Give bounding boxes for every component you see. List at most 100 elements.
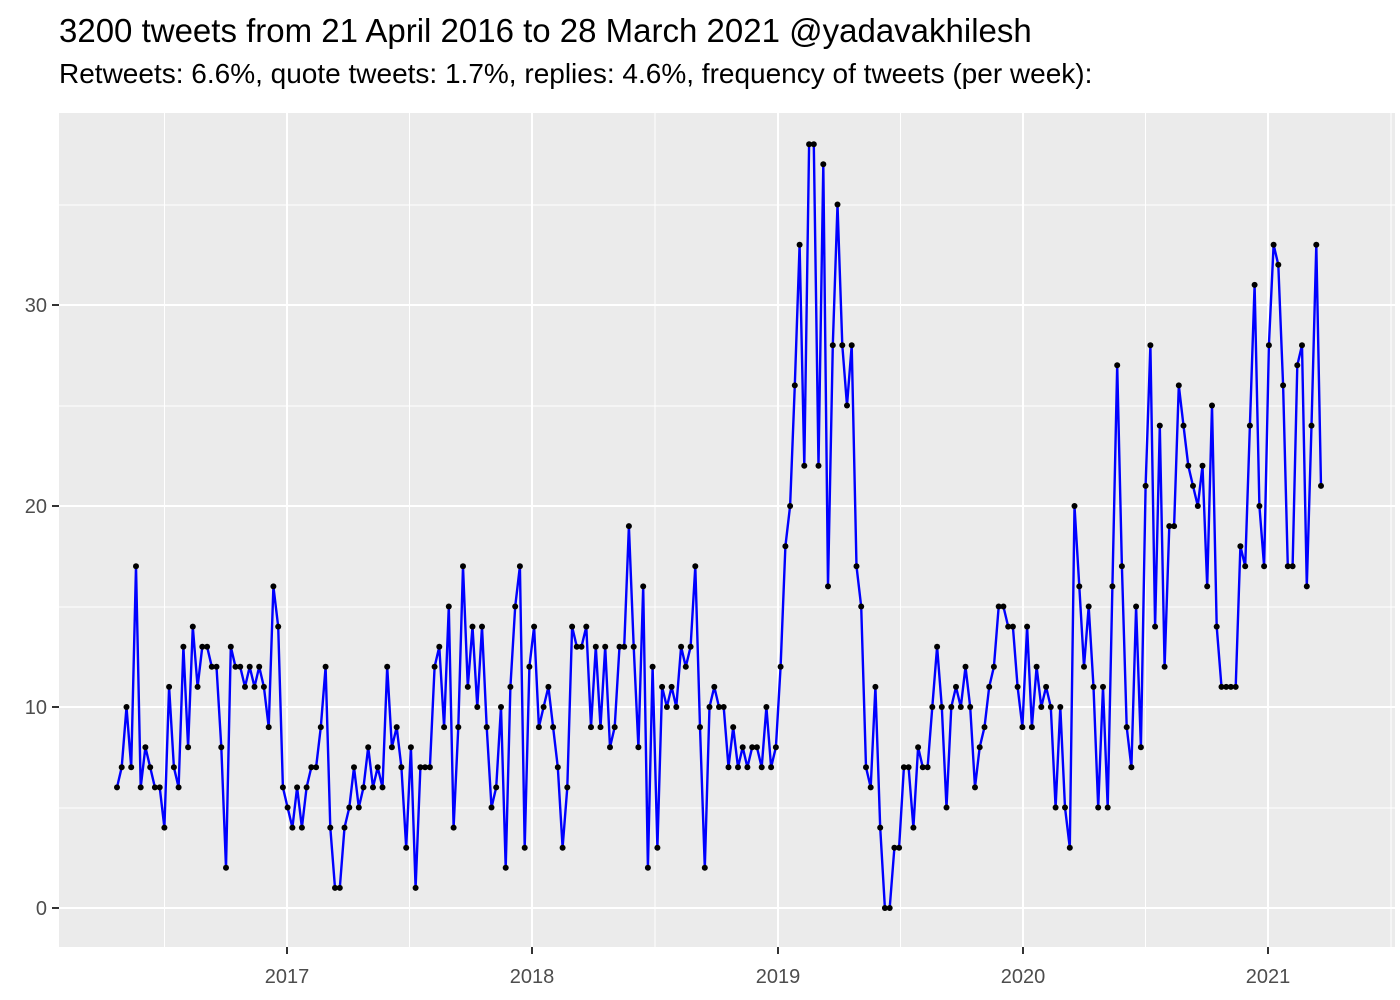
data-point [768, 764, 775, 771]
data-point [583, 623, 590, 630]
data-point [1052, 804, 1059, 811]
data-point [915, 744, 922, 751]
axis-tick-labels: 2017 2018 2019 2020 2021 0 10 20 30 [25, 295, 1291, 988]
data-point [716, 704, 722, 710]
data-point [1147, 342, 1154, 349]
data-point [1242, 563, 1249, 570]
data-point [844, 402, 850, 409]
data-point [972, 784, 978, 791]
data-point [516, 563, 523, 570]
data-point [393, 724, 400, 731]
data-point [1218, 683, 1225, 690]
data-point [730, 724, 737, 731]
data-point [498, 704, 504, 710]
x-axis-tick-label: 2020 [1001, 966, 1046, 988]
data-point [151, 784, 158, 791]
data-point [863, 764, 869, 771]
data-point [820, 161, 827, 168]
data-point [1161, 663, 1168, 670]
data-point [1270, 241, 1277, 248]
data-point [1062, 804, 1068, 811]
data-point [896, 844, 903, 851]
data-point [1009, 623, 1016, 630]
data-point [1081, 663, 1087, 670]
data-point [720, 704, 727, 710]
data-point [460, 563, 466, 570]
data-point [118, 764, 125, 771]
data-point [1090, 683, 1097, 690]
data-point [1137, 744, 1144, 751]
data-point [673, 704, 680, 710]
data-point [128, 764, 135, 771]
data-point [170, 764, 177, 771]
data-point [635, 744, 642, 751]
page-subtitle: Retweets: 6.6%, quote tweets: 1.7%, repl… [59, 58, 1093, 89]
data-point [990, 663, 997, 670]
data-point [1204, 583, 1211, 590]
data-point [308, 764, 315, 771]
data-point [938, 704, 945, 710]
data-point [284, 804, 291, 811]
x-axis-tick-label: 2019 [756, 966, 801, 988]
x-axis-tick-label: 2018 [510, 966, 555, 988]
data-point [981, 724, 988, 731]
data-point [436, 643, 443, 650]
x-axis-tick-label: 2021 [1246, 966, 1291, 988]
data-point [668, 683, 675, 690]
data-point [204, 643, 211, 650]
data-point [905, 764, 912, 771]
data-point [346, 804, 353, 811]
data-point [194, 683, 201, 690]
data-point [1100, 683, 1106, 690]
data-point [398, 764, 405, 771]
data-point [242, 683, 248, 690]
data-point [535, 724, 542, 731]
data-point [711, 683, 718, 690]
data-point [810, 141, 817, 148]
data-point [303, 784, 310, 791]
data-point [877, 824, 884, 831]
data-point [640, 583, 647, 590]
data-point [384, 663, 391, 670]
data-point [801, 462, 808, 469]
data-point [654, 844, 661, 851]
data-point [725, 764, 732, 771]
data-point [678, 643, 685, 650]
data-point [279, 784, 286, 791]
data-point [1199, 462, 1206, 469]
data-point [189, 623, 196, 630]
data-point [953, 683, 959, 690]
data-point [1308, 422, 1315, 429]
data-point [919, 764, 926, 771]
data-point [521, 844, 528, 851]
data-point [1237, 543, 1244, 550]
data-point [1232, 683, 1239, 690]
data-point [1284, 563, 1291, 570]
data-point [777, 663, 784, 670]
data-point [578, 643, 585, 650]
data-point [592, 643, 599, 650]
data-point [1142, 482, 1149, 489]
data-point [147, 764, 154, 771]
data-point [289, 824, 296, 831]
data-point [697, 724, 703, 731]
data-point [886, 905, 893, 911]
data-point [1128, 764, 1135, 771]
data-point [739, 744, 746, 751]
data-point [1223, 683, 1230, 690]
data-point [1104, 804, 1111, 811]
data-point [701, 864, 708, 871]
data-point [237, 663, 244, 670]
data-point [1118, 563, 1125, 570]
y-axis-tick-label: 0 [36, 898, 47, 920]
data-point [616, 643, 623, 650]
data-point [469, 623, 476, 630]
data-point [867, 784, 874, 791]
plot-panel [59, 113, 1395, 947]
data-point [123, 704, 130, 710]
data-point [564, 784, 571, 791]
data-point [483, 724, 490, 731]
data-point [1209, 402, 1215, 409]
y-axis-tick-label: 20 [25, 496, 47, 518]
data-point [753, 744, 760, 751]
